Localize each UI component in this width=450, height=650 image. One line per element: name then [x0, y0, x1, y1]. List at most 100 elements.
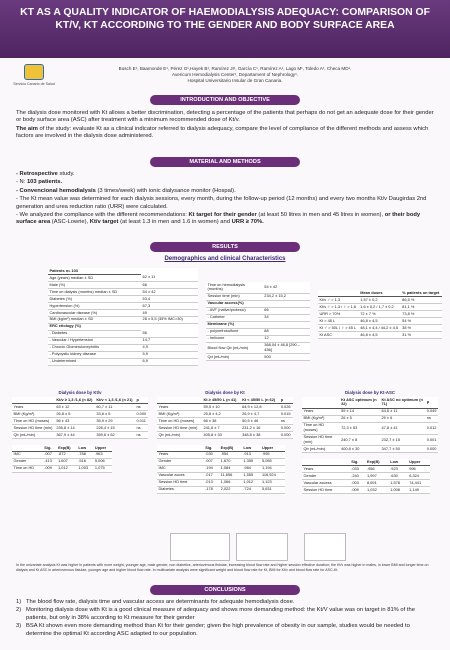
header-row: Kt ASC optimum (n 32) Kt ASC no optimum (… — [302, 397, 438, 409]
text-run: (3 times/week) with ionic dialysance mon… — [95, 187, 236, 194]
methods-text: - Retrospective study. - N: 103 patients.… — [16, 171, 436, 228]
table-cell: 0.001 — [425, 434, 438, 447]
table-cell: Qb (mL/min) — [302, 445, 340, 454]
table-cell: 88 — [262, 328, 310, 336]
table-cell: 29 ± 6 — [380, 415, 426, 423]
regression-box: Sig. Exp(B) Low Upper Years .033.956.923 996 Ge… — [302, 459, 430, 495]
text-run: study. — [57, 171, 75, 177]
table-cell: URR > 70% — [318, 310, 359, 318]
table-cell: 0.015 — [279, 410, 293, 418]
table-row: - Undetermined 6,9 — [48, 358, 198, 366]
header-cell: Exp(B) — [56, 445, 77, 452]
list-item: - N: 103 patients. — [16, 179, 436, 186]
table-cell: 54 % — [400, 317, 442, 325]
table-cell: 63 ± 12 — [54, 403, 95, 411]
table-cell: .413 — [42, 458, 57, 466]
item-number: 1) — [16, 599, 22, 605]
paragraph: The dialysis dose monitored with Kt allo… — [16, 110, 436, 125]
table-cell: Session HD time (min) — [12, 424, 55, 432]
table-cell: 5,055 — [260, 458, 285, 466]
table-cell: .516 — [76, 458, 94, 466]
table-cell: Gender — [302, 472, 350, 481]
table-cell: BMI (Kg/m²) — [157, 410, 202, 418]
table-cell: .913 — [241, 451, 261, 459]
table-cell: 0.012 — [425, 422, 438, 435]
table-cell: Time on HD — [12, 465, 43, 473]
table-cell: 241,6 ± 7 — [201, 424, 241, 432]
table-row: Time on HD (moses) 66 ± 38 50,5 ± 46 ns — [157, 417, 293, 425]
table-cell: 56 ± 43 — [54, 417, 95, 425]
table-cell: 60,7 ± 11 — [94, 403, 135, 411]
section-heading: CONCLUSIONS — [150, 585, 300, 595]
table-cell: 1,012 — [241, 479, 261, 487]
conclusion-item: 1) The blood flow rate, dialysis time and… — [16, 599, 436, 606]
table-row: - Vascular / Hypertension 14,7 — [48, 337, 198, 345]
table-cell: 26,9 ± 4,7 — [240, 410, 280, 418]
table-cell: 0.000 — [279, 424, 293, 432]
header-cell — [12, 397, 55, 405]
table-cell: 405,8 ± 33 — [201, 431, 241, 439]
chart-frame — [170, 533, 230, 561]
table-cell: Male (%) — [48, 281, 142, 289]
table-cell: 74,441 — [407, 479, 430, 488]
table-cell: 2,022 — [219, 486, 242, 494]
header-cell: p — [425, 397, 438, 409]
table-cell: Time on HD (moses) — [157, 417, 202, 425]
table-cell: 1,008 — [388, 486, 408, 495]
logo-text: Servicio Canario de Salud — [13, 82, 55, 86]
table-cell: BMI (kg/m²) median ± SD — [48, 316, 142, 324]
header-cell: Kt ASC no optimum (n 71) — [380, 397, 426, 409]
table-cell: Session HD time (min) — [157, 424, 202, 432]
table-cell: ns — [134, 431, 148, 439]
table-row: Kt ASC 46,8 ± 4,5 31 % — [318, 331, 442, 339]
header-cell: Sig. — [203, 445, 220, 452]
table-row: ERC etiology (%) — [48, 323, 198, 331]
conclusion-item: 2) Monitoring dialysis dose with Kt is a … — [16, 607, 436, 622]
table-cell: ns — [279, 417, 293, 425]
text-run: - N: — [16, 179, 27, 186]
table-cell: 226,4 ± 15 — [94, 424, 135, 432]
list-item: - The Kt mean value was determined for e… — [16, 196, 436, 211]
table-cell: Membrane (%) — [206, 321, 310, 329]
table-title: Dialysis dose by Kt/v — [58, 390, 102, 395]
table-cell: 1,578 — [388, 479, 408, 488]
table-cell: 12 — [262, 335, 310, 343]
header-cell: Kt/v ≥ 1,3 /1,6 (n 82) — [54, 397, 95, 405]
text-run: - Convencional hemodialysis — [16, 187, 96, 194]
header-cell — [318, 290, 359, 298]
table-cell: 46,8 ± 4,5 — [358, 331, 401, 339]
text-run: The aim — [16, 125, 38, 132]
header-cell: Upper — [407, 459, 430, 467]
table-row: Session time (min) 234,2 ± 15,2 — [206, 293, 310, 301]
table-cell: Kt/v ♂ > 1,3 / ♀ > 1,6 — [318, 303, 359, 311]
table-cell: - helixone — [206, 335, 263, 343]
header-cell: Kt < 45/50 L (n 62) — [240, 397, 280, 405]
table-row: Vascular access(%) — [206, 300, 310, 308]
table-row: Male (%) 66 — [48, 281, 198, 289]
text-run: (ASC-Lowrie), — [50, 219, 90, 226]
table-cell: .630 — [388, 472, 408, 481]
text-run: of the study: evaluate Kt as a clinical … — [16, 125, 429, 140]
table-row: Vascular acces .017 11,656 1,555 116,924 — [157, 472, 285, 480]
table-cell: 1,997 — [365, 472, 389, 481]
table-cell: Years — [157, 451, 204, 459]
data-table: Sig. Exp(B) Low Upper IMC .007.872.788.963 Gen… — [12, 445, 112, 473]
table-cell: Qb (mL/min) — [157, 431, 202, 439]
regression-box: Sig. Exp(B) Low Upper IMC .007.872.788.963 Gen… — [12, 445, 112, 473]
table-cell: 1,355 — [241, 458, 261, 466]
table-cell: Time on HD (moses) — [302, 422, 340, 435]
table-title: Dialysis dose by Kt-ASC — [345, 390, 395, 395]
table-row: Qd (mL/min) 500 — [206, 353, 310, 362]
table-cell: 240,7 ± 8 — [339, 434, 381, 447]
table-cell: 59,5 ± 10 — [201, 403, 241, 411]
table-cell: 6,324 — [407, 472, 430, 481]
table-cell: Session HD time — [302, 486, 350, 495]
table-cell: 35,9 ± 29 — [94, 417, 135, 425]
header-cell — [157, 444, 204, 452]
table-cell: 11,656 — [219, 472, 242, 480]
table-cell: - Polycystic kidney disease — [48, 351, 142, 359]
table-cell: - Chronic Glomerulonephritis — [48, 344, 142, 352]
table-cell: Kt/v ♂ > 1,3 — [318, 296, 359, 304]
table-cell: 1,670 — [219, 458, 242, 466]
text-run: - The Kt mean value was determined for e… — [16, 196, 427, 210]
